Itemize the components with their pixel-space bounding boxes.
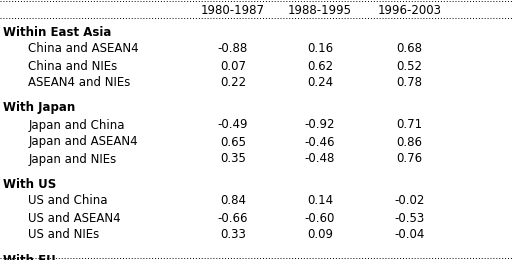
Text: 0.68: 0.68 bbox=[397, 42, 422, 55]
Text: Within East Asia: Within East Asia bbox=[3, 25, 111, 38]
Text: -0.53: -0.53 bbox=[394, 211, 425, 224]
Text: 0.52: 0.52 bbox=[397, 60, 422, 73]
Text: 0.71: 0.71 bbox=[396, 119, 423, 132]
Text: ASEAN4 and NIEs: ASEAN4 and NIEs bbox=[28, 76, 131, 89]
Text: Japan and China: Japan and China bbox=[28, 119, 124, 132]
Text: -0.04: -0.04 bbox=[394, 229, 425, 242]
Text: With Japan: With Japan bbox=[3, 101, 75, 114]
Text: -0.66: -0.66 bbox=[218, 211, 248, 224]
Text: China and NIEs: China and NIEs bbox=[28, 60, 117, 73]
Text: Japan and NIEs: Japan and NIEs bbox=[28, 153, 116, 166]
Text: 0.78: 0.78 bbox=[397, 76, 422, 89]
Text: 0.09: 0.09 bbox=[307, 229, 333, 242]
Text: 0.65: 0.65 bbox=[220, 135, 246, 148]
Text: US and China: US and China bbox=[28, 194, 108, 207]
Text: 0.86: 0.86 bbox=[397, 135, 422, 148]
Text: -0.88: -0.88 bbox=[218, 42, 248, 55]
Text: -0.02: -0.02 bbox=[394, 194, 425, 207]
Text: 0.24: 0.24 bbox=[307, 76, 333, 89]
Text: -0.48: -0.48 bbox=[305, 153, 335, 166]
Text: 1980-1987: 1980-1987 bbox=[201, 4, 265, 17]
Text: 0.14: 0.14 bbox=[307, 194, 333, 207]
Text: Japan and ASEAN4: Japan and ASEAN4 bbox=[28, 135, 138, 148]
Text: 0.35: 0.35 bbox=[220, 153, 246, 166]
Text: 0.16: 0.16 bbox=[307, 42, 333, 55]
Text: US and ASEAN4: US and ASEAN4 bbox=[28, 211, 121, 224]
Text: -0.46: -0.46 bbox=[305, 135, 335, 148]
Text: 0.07: 0.07 bbox=[220, 60, 246, 73]
Text: 0.84: 0.84 bbox=[220, 194, 246, 207]
Text: With EU: With EU bbox=[3, 254, 55, 260]
Text: US and NIEs: US and NIEs bbox=[28, 229, 99, 242]
Text: -0.92: -0.92 bbox=[305, 119, 335, 132]
Text: -0.49: -0.49 bbox=[218, 119, 248, 132]
Text: 0.62: 0.62 bbox=[307, 60, 333, 73]
Text: China and ASEAN4: China and ASEAN4 bbox=[28, 42, 139, 55]
Text: 1996-2003: 1996-2003 bbox=[378, 4, 441, 17]
Text: With US: With US bbox=[3, 178, 56, 191]
Text: 0.22: 0.22 bbox=[220, 76, 246, 89]
Text: 0.33: 0.33 bbox=[220, 229, 246, 242]
Text: 1988-1995: 1988-1995 bbox=[288, 4, 352, 17]
Text: -0.60: -0.60 bbox=[305, 211, 335, 224]
Text: 0.76: 0.76 bbox=[396, 153, 423, 166]
